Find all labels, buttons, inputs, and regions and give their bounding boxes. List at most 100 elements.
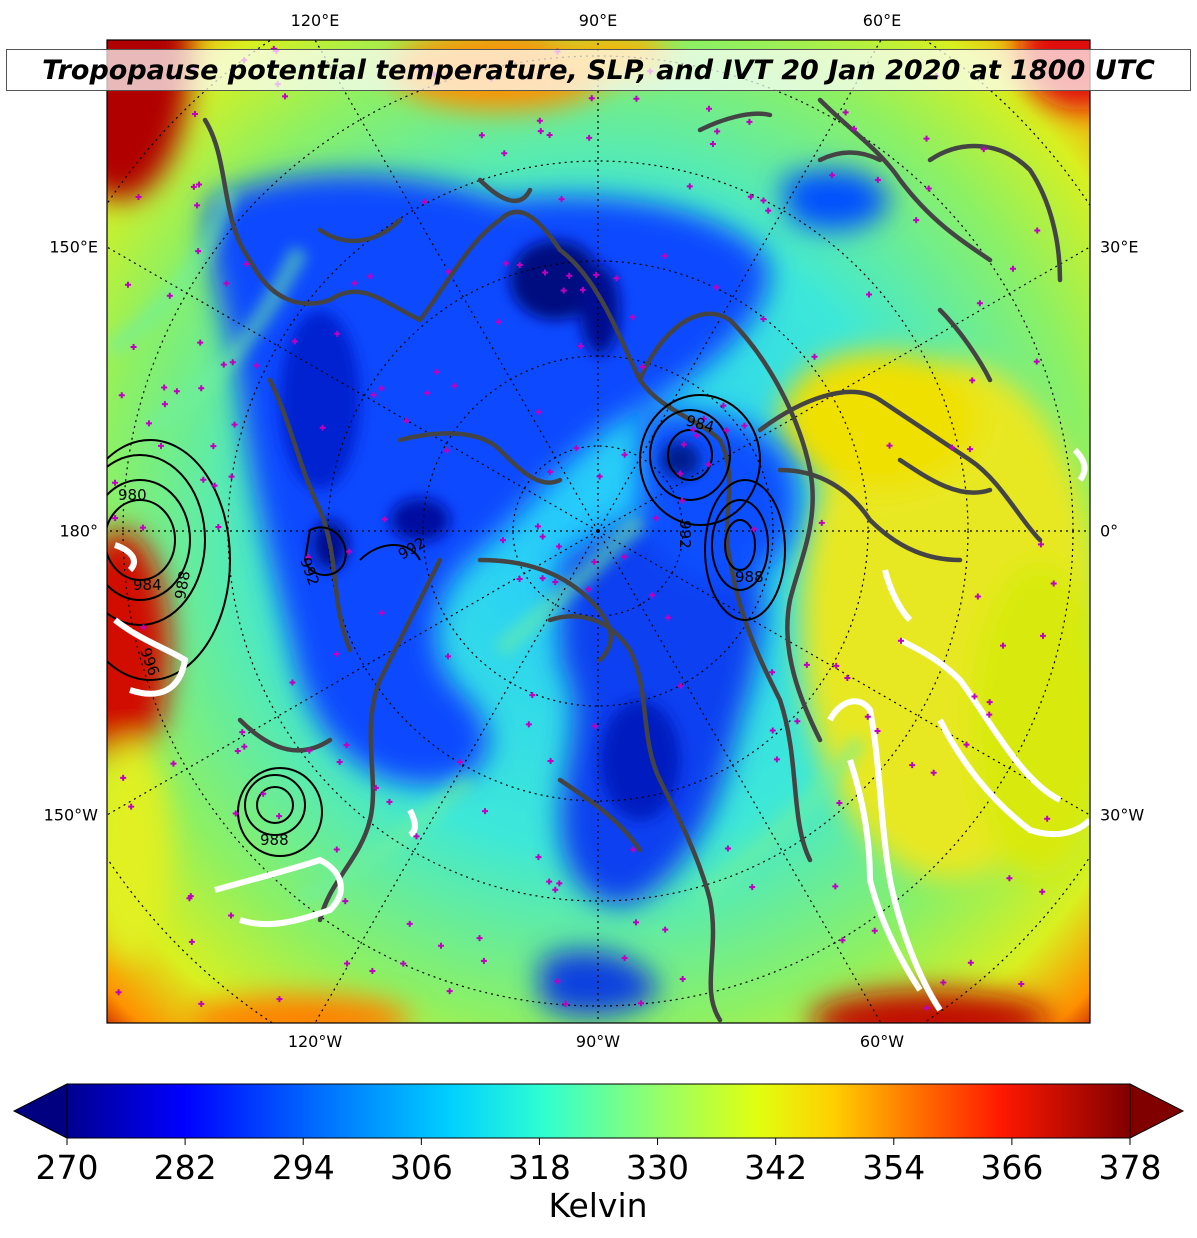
station-marker: [194, 202, 201, 209]
station-marker: [760, 315, 767, 322]
station-marker: [456, 759, 463, 766]
station-marker: [198, 385, 205, 392]
page-title: Tropopause potential temperature, SLP, a…: [42, 54, 1155, 86]
station-marker: [864, 713, 871, 720]
station-marker: [157, 442, 164, 449]
station-marker: [191, 110, 198, 117]
station-marker: [588, 95, 595, 102]
station-marker: [652, 515, 659, 522]
station-marker: [378, 385, 385, 392]
station-marker: [552, 886, 559, 893]
station-marker: [536, 408, 543, 415]
station-marker: [342, 898, 349, 905]
slp-label: 984: [133, 576, 162, 594]
station-marker: [253, 362, 260, 369]
station-marker: [211, 482, 218, 489]
station-marker: [402, 417, 409, 424]
slp-label: 988: [260, 831, 289, 849]
graticule: [107, 40, 1090, 1023]
station-marker: [186, 895, 193, 902]
station-marker: [421, 198, 428, 205]
station-marker: [1040, 632, 1046, 639]
station-marker: [535, 854, 542, 861]
station-marker: [525, 721, 532, 728]
map-field: [107, 40, 1090, 1023]
station-marker: [433, 368, 440, 375]
station-marker: [897, 637, 904, 644]
station-marker: [630, 846, 637, 853]
lon-label-bottom: 120°W: [287, 1032, 343, 1051]
station-marker: [289, 679, 296, 686]
station-marker: [969, 377, 976, 384]
station-marker: [130, 343, 137, 350]
station-marker: [166, 292, 173, 299]
title-box: Tropopause potential temperature, SLP, a…: [6, 49, 1191, 91]
station-marker: [319, 424, 326, 431]
station-marker: [406, 920, 413, 927]
station-marker: [220, 361, 227, 368]
station-marker: [239, 729, 246, 736]
station-marker: [705, 461, 712, 468]
station-marker: [276, 813, 283, 820]
station-marker: [633, 95, 640, 102]
colorbar-tick-label: 318: [507, 1148, 571, 1187]
station-marker: [596, 473, 603, 480]
station-marker: [197, 339, 204, 346]
station-marker: [495, 318, 502, 325]
station-marker: [381, 516, 388, 523]
station-marker: [620, 553, 627, 560]
station-marker: [769, 669, 776, 676]
station-marker: [501, 150, 508, 157]
station-marker: [560, 287, 567, 294]
station-marker: [537, 128, 544, 135]
station-marker: [139, 524, 146, 531]
station-marker: [190, 183, 197, 190]
station-marker: [344, 960, 351, 967]
station-marker: [714, 128, 721, 135]
station-marker: [424, 389, 431, 396]
station-marker: [633, 919, 640, 926]
station-marker: [971, 693, 978, 700]
station-marker: [241, 743, 248, 750]
colorbar-tick-label: 366: [980, 1148, 1044, 1187]
station-marker: [128, 803, 135, 810]
colorbar-tick-label: 294: [271, 1148, 335, 1187]
station-marker: [478, 132, 485, 139]
station-marker: [161, 401, 168, 408]
station-marker: [446, 988, 453, 995]
station-marker: [638, 1000, 645, 1007]
station-marker: [686, 183, 693, 190]
colorbar-extend-high: [1129, 1083, 1185, 1139]
lon-label-left: 150°E: [49, 237, 98, 257]
station-marker: [536, 117, 543, 124]
station-marker: [124, 281, 131, 288]
station-marker: [135, 194, 142, 201]
station-marker: [333, 650, 340, 657]
station-marker: [818, 519, 825, 526]
colorbar-tick-label: 306: [389, 1148, 453, 1187]
station-marker: [844, 674, 851, 681]
station-marker: [223, 280, 230, 287]
station-marker: [803, 661, 810, 668]
station-marker: [592, 723, 599, 730]
station-marker: [794, 718, 801, 725]
station-marker: [188, 938, 195, 945]
colorbar-tick-label: 342: [744, 1148, 808, 1187]
station-marker: [966, 446, 973, 453]
station-marker: [621, 955, 628, 962]
station-marker: [482, 808, 489, 815]
station-marker: [200, 476, 207, 483]
station-marker: [1000, 642, 1007, 649]
station-marker: [765, 207, 772, 214]
station-marker: [773, 756, 780, 763]
station-marker: [865, 291, 872, 298]
station-marker: [547, 757, 554, 764]
station-marker: [1039, 888, 1046, 895]
ivt-contours: [113, 447, 1090, 1012]
station-marker: [724, 845, 731, 852]
station-marker: [871, 927, 878, 934]
station-marker: [811, 353, 818, 360]
station-marker: [556, 880, 563, 887]
station-marker: [839, 937, 846, 944]
station-marker: [573, 445, 580, 452]
